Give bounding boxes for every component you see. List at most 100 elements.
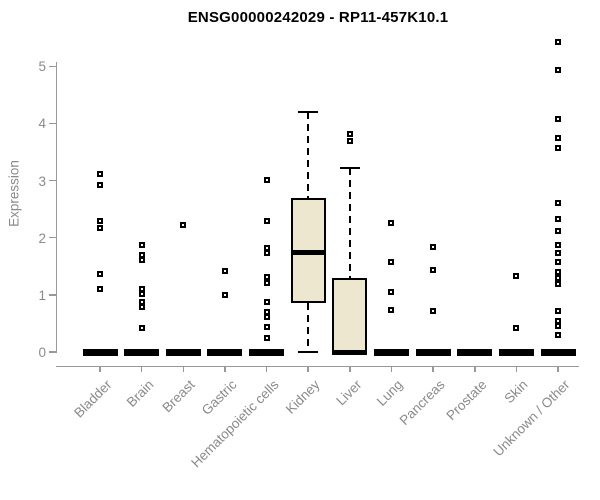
outlier-point [97, 271, 103, 278]
chart-title: ENSG00000242029 - RP11-457K10.1 [187, 9, 449, 26]
boxplot-flat-box [373, 348, 409, 356]
boxplot-lower-whisker [307, 302, 310, 350]
outlier-point [555, 274, 562, 281]
outlier-point [555, 215, 562, 222]
boxplot-flat-box [124, 348, 160, 356]
boxplot-flat-box [207, 348, 243, 356]
y-axis-tick [49, 65, 56, 68]
outlier-point [555, 115, 562, 122]
outlier-point [513, 273, 520, 279]
outlier-point [97, 171, 103, 178]
x-axis-tick [224, 367, 226, 372]
outlier-point [263, 274, 270, 281]
outlier-point [138, 298, 145, 305]
outlier-point [138, 325, 145, 331]
boxplot-flat-box [165, 348, 201, 356]
outlier-point [555, 145, 562, 151]
outlier-point [221, 291, 228, 298]
x-axis-tick [432, 367, 434, 372]
x-axis-line [55, 365, 579, 367]
outlier-point [97, 225, 103, 231]
outlier-point [97, 182, 103, 189]
y-axis-tick-label: 3 [38, 173, 46, 189]
outlier-point [263, 298, 270, 305]
outlier-point [555, 199, 562, 206]
outlier-point [430, 307, 437, 314]
outlier-point [263, 323, 270, 330]
x-axis-tick [307, 367, 309, 372]
outlier-point [555, 269, 562, 275]
outlier-point [388, 219, 395, 226]
outlier-point [513, 325, 520, 331]
y-axis-tick-label: 4 [38, 116, 46, 132]
y-axis-tick-label: 0 [38, 345, 46, 360]
outlier-point [388, 259, 395, 266]
outlier-point [346, 131, 353, 138]
outlier-point [555, 323, 562, 330]
outlier-point [430, 243, 437, 250]
x-axis-tick [99, 367, 101, 372]
outlier-point [138, 290, 145, 297]
boxplot-flat-box [415, 348, 451, 356]
y-axis-tick-label: 5 [38, 59, 46, 75]
x-axis-tick [265, 367, 268, 372]
y-axis-tick [49, 122, 56, 125]
outlier-point [555, 67, 562, 74]
outlier-point [138, 242, 145, 249]
outlier-point [555, 134, 562, 141]
outlier-point [430, 266, 437, 273]
boxplot-lower-cap [298, 351, 319, 353]
x-axis-tick [515, 367, 518, 372]
boxplot-median-line [332, 349, 368, 355]
outlier-point [263, 250, 270, 257]
x-axis-tick [390, 367, 393, 372]
boxplot-flat-box [457, 348, 493, 356]
outlier-point [388, 307, 395, 314]
outlier-point [555, 258, 562, 265]
outlier-point [555, 317, 562, 324]
x-axis-tick [474, 367, 476, 372]
outlier-point [555, 281, 562, 287]
outlier-point [555, 38, 562, 45]
y-axis-tick [49, 294, 56, 296]
boxplot-upper-whisker [348, 168, 351, 278]
boxplot-flat-box [249, 348, 285, 356]
boxplot-upper-cap [298, 111, 319, 113]
outlier-point [97, 286, 103, 293]
y-axis-tick [49, 351, 56, 353]
outlier-point [138, 257, 145, 263]
boxplot-upper-whisker [307, 112, 310, 198]
x-axis-tick [182, 367, 185, 372]
y-axis-tick [49, 236, 56, 239]
outlier-point [555, 331, 562, 338]
outlier-point [263, 334, 270, 341]
x-axis-tick [140, 367, 143, 372]
boxplot-flat-box [498, 348, 534, 356]
outlier-point [263, 279, 270, 286]
outlier-point [555, 249, 562, 256]
outlier-point [388, 289, 395, 295]
outlier-point [555, 307, 562, 314]
outlier-point [138, 251, 145, 258]
outlier-point [263, 218, 270, 225]
outlier-point [555, 227, 562, 234]
outlier-point [263, 245, 270, 251]
outlier-point [555, 242, 562, 249]
boxplot-median-line [290, 249, 326, 255]
boxplot-box [332, 277, 368, 352]
outlier-point [97, 218, 103, 225]
outlier-point [180, 222, 187, 229]
y-axis-label: Expression [6, 160, 22, 227]
boxplot-flat-box [82, 348, 118, 356]
boxplot-upper-cap [339, 167, 360, 169]
y-axis-tick-label: 2 [38, 230, 46, 246]
y-axis-tick-label: 1 [38, 287, 46, 303]
boxplot-flat-box [540, 348, 576, 356]
outlier-point [346, 138, 353, 145]
x-axis-tick [349, 367, 351, 372]
y-axis-line [55, 62, 57, 353]
outlier-point [263, 313, 270, 320]
x-axis-tick [557, 367, 559, 372]
outlier-point [221, 267, 228, 274]
